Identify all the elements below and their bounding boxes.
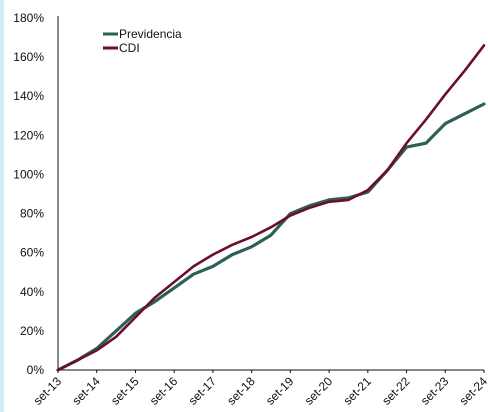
y-tick-label: 180% (13, 11, 44, 25)
series-lines (56, 44, 486, 372)
x-tick-label: set-15 (108, 374, 142, 408)
y-tick-label: 0% (27, 363, 45, 377)
x-tick-labels: set-13 set-14 set-15 set-16 set-17 set-18 set-… (31, 370, 488, 408)
legend-label-cdi: CDI (119, 41, 140, 55)
x-tick-label: set-19 (263, 374, 297, 408)
x-tick-label: set-17 (186, 374, 220, 408)
x-tick-label: set-20 (302, 374, 336, 408)
x-tick-label: set-18 (224, 374, 258, 408)
y-tick-label: 40% (20, 285, 44, 299)
y-tick-label: 20% (20, 324, 44, 338)
y-tick-label: 140% (13, 89, 44, 103)
x-tick-label: set-14 (69, 374, 103, 408)
y-tick-labels: 0% 20% 40% 60% 80% 100% 120% 140% 160% 180% (13, 11, 44, 377)
y-tick-label: 160% (13, 50, 44, 64)
axes (57, 16, 484, 371)
x-tick-label: set-24 (457, 374, 488, 408)
y-tick-label: 100% (13, 167, 44, 181)
x-tick-label: set-22 (379, 374, 413, 408)
y-tick-label: 120% (13, 128, 44, 142)
y-tick-label: 60% (20, 246, 44, 260)
x-tick-label: set-23 (418, 374, 452, 408)
x-tick-label: set-16 (147, 374, 181, 408)
legend-label-previdencia: Previdencia (119, 27, 182, 41)
side-band (0, 0, 4, 412)
x-tick-label: set-13 (31, 374, 65, 408)
series-line-previdencia (56, 102, 486, 372)
y-tick-label: 80% (20, 207, 44, 221)
x-tick-label: set-21 (340, 374, 374, 408)
series-line-cdi (56, 44, 486, 372)
